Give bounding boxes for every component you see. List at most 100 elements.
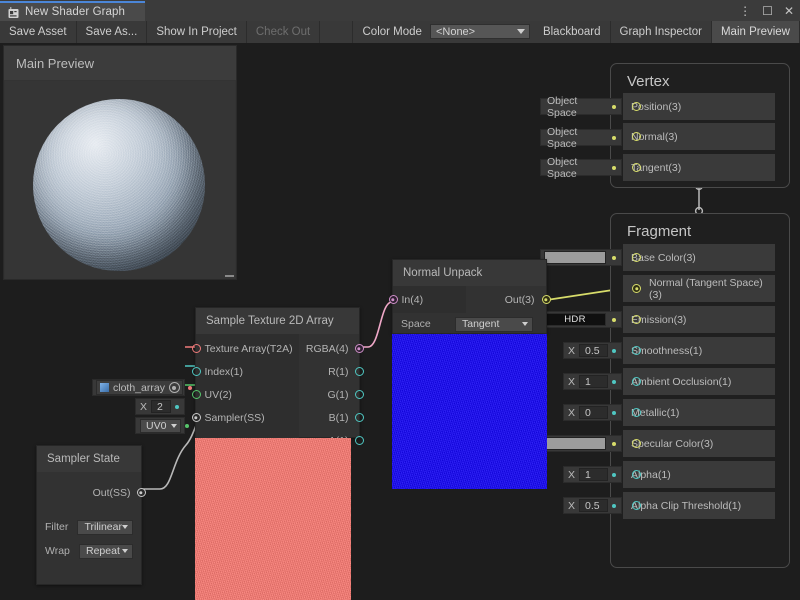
uv-channel-dropdown[interactable]: UV0 xyxy=(140,418,182,433)
normal-unpack-space-dropdown[interactable]: Tangent xyxy=(455,316,533,332)
input-row-uv[interactable]: UV(2) xyxy=(191,383,299,406)
chip-base-color[interactable] xyxy=(540,249,622,266)
graph-inspector-toggle[interactable]: Graph Inspector xyxy=(611,21,712,43)
sampler-wrap-dropdown[interactable]: Repeat xyxy=(79,543,133,559)
input-row-texture-array[interactable]: Texture Array(T2A) xyxy=(191,337,299,360)
vertex-row-tangent[interactable]: Tangent(3) xyxy=(623,154,775,181)
close-icon[interactable]: ✕ xyxy=(783,3,794,18)
main-preview-viewport[interactable] xyxy=(5,81,235,279)
sampler-wrap-row[interactable]: Wrap Repeat xyxy=(37,539,141,563)
chip-texture-array-object[interactable]: cloth_array xyxy=(92,379,192,396)
fragment-row-normal-tangent-space[interactable]: Normal (Tangent Space)(3) xyxy=(623,275,775,302)
sample-texture-preview[interactable] xyxy=(195,438,351,600)
output-row-r[interactable]: R(1) xyxy=(299,360,364,383)
input-row-sampler[interactable]: Sampler(SS) xyxy=(191,406,299,429)
chip-smoothness[interactable]: X 0.5 xyxy=(563,342,622,359)
texture-array-object-field[interactable]: cloth_array xyxy=(96,380,183,395)
output-row-b[interactable]: B(1) xyxy=(299,406,364,429)
ao-value-field[interactable]: 1 xyxy=(579,375,608,388)
graph-canvas[interactable]: Main Preview Vertex Position(3) Normal(3… xyxy=(0,43,800,600)
vertex-row-normal[interactable]: Normal(3) xyxy=(623,123,775,150)
port-vertex-position[interactable] xyxy=(632,102,641,111)
port-metallic[interactable] xyxy=(632,408,641,417)
preview-resize-handle[interactable] xyxy=(225,275,234,277)
kebab-menu-icon[interactable]: ⋮ xyxy=(739,3,752,18)
smoothness-value-field[interactable]: 0.5 xyxy=(579,344,608,357)
port-ambient-occlusion[interactable] xyxy=(632,377,641,386)
chip-alpha[interactable]: X 1 xyxy=(563,466,622,483)
port-r[interactable] xyxy=(354,367,364,376)
port-emission[interactable] xyxy=(632,315,641,324)
chip-uv[interactable]: UV0 xyxy=(135,417,190,434)
output-row-rgba[interactable]: RGBA(4) xyxy=(299,337,364,360)
save-as-button[interactable]: Save As... xyxy=(77,21,148,43)
port-sampler-out[interactable] xyxy=(136,488,146,497)
port-normal-unpack-out[interactable] xyxy=(541,295,551,304)
output-row-sampler-state[interactable]: Out(SS) xyxy=(37,481,146,504)
fragment-row-base-color[interactable]: Base Color(3) xyxy=(623,244,775,271)
index-value-field[interactable]: 2 xyxy=(151,400,171,413)
port-base-color[interactable] xyxy=(632,253,641,262)
normal-unpack-input-row[interactable]: In(4) xyxy=(388,286,466,313)
fragment-row-alpha[interactable]: Alpha(1) xyxy=(623,461,775,488)
maximize-icon[interactable]: ☐ xyxy=(762,3,773,18)
main-preview-panel[interactable]: Main Preview xyxy=(3,45,237,280)
emission-hdr-field[interactable]: HDR xyxy=(544,313,606,326)
chip-specular-color[interactable] xyxy=(540,435,622,452)
chip-index[interactable]: X 2 xyxy=(135,398,185,415)
fragment-row-ambient-occlusion[interactable]: Ambient Occlusion(1) xyxy=(623,368,775,395)
alpha-value-field[interactable]: 1 xyxy=(579,468,608,481)
chip-metallic[interactable]: X 0 xyxy=(563,404,622,421)
port-normal-unpack-in[interactable] xyxy=(388,295,398,304)
specular-color-swatch[interactable] xyxy=(544,437,606,450)
normal-unpack-preview[interactable] xyxy=(392,334,547,489)
fragment-row-metallic[interactable]: Metallic(1) xyxy=(623,399,775,426)
normal-unpack-output-row[interactable]: Out(3) xyxy=(466,286,551,313)
alphaclip-value-field[interactable]: 0.5 xyxy=(579,499,608,512)
fragment-row-alpha-clip-threshold[interactable]: Alpha Clip Threshold(1) xyxy=(623,492,775,519)
port-vertex-normal[interactable] xyxy=(632,132,641,141)
node-sample-texture-2d-array[interactable]: Sample Texture 2D Array Texture Array(T2… xyxy=(191,307,364,458)
fragment-row-emission[interactable]: Emission(3) xyxy=(623,306,775,333)
port-texture-array[interactable] xyxy=(191,344,201,353)
window-tab-new-shader-graph[interactable]: New Shader Graph xyxy=(0,1,145,21)
metallic-value-field[interactable]: 0 xyxy=(579,406,608,419)
port-smoothness[interactable] xyxy=(632,346,641,355)
chip-vertex-normal-space[interactable]: Object Space xyxy=(540,126,622,150)
port-specular-color[interactable] xyxy=(632,439,641,448)
blackboard-toggle[interactable]: Blackboard xyxy=(534,21,611,43)
vertex-row-position[interactable]: Position(3) xyxy=(623,93,775,120)
chip-ambient-occlusion[interactable]: X 1 xyxy=(563,373,622,390)
sampler-filter-row[interactable]: Filter Trilinear xyxy=(37,515,141,539)
output-row-g[interactable]: G(1) xyxy=(299,383,364,406)
fragment-row-smoothness[interactable]: Smoothness(1) xyxy=(623,337,775,364)
port-alpha-clip-threshold[interactable] xyxy=(632,501,641,510)
color-mode-dropdown[interactable]: <None> xyxy=(429,24,530,39)
base-color-swatch[interactable] xyxy=(544,251,606,264)
port-g[interactable] xyxy=(354,390,364,399)
fragment-row-specular-color[interactable]: Specular Color(3) xyxy=(623,430,775,457)
port-b[interactable] xyxy=(354,413,364,422)
chip-alpha-clip-threshold[interactable]: X 0.5 xyxy=(563,497,622,514)
port-normal-tangent-space[interactable] xyxy=(632,284,641,293)
port-sampler[interactable] xyxy=(191,413,201,422)
chip-vertex-position-space[interactable]: Object Space xyxy=(540,95,622,119)
port-index[interactable] xyxy=(191,367,201,376)
shader-graph-icon xyxy=(8,6,19,18)
save-asset-button[interactable]: Save Asset xyxy=(0,21,77,43)
object-picker-icon[interactable] xyxy=(168,382,180,393)
normal-unpack-space-row[interactable]: Space Tangent xyxy=(393,313,546,335)
main-preview-toggle[interactable]: Main Preview xyxy=(711,21,800,43)
show-in-project-button[interactable]: Show In Project xyxy=(147,21,247,43)
port-a[interactable] xyxy=(354,436,364,445)
port-uv[interactable] xyxy=(191,390,201,399)
node-normal-unpack[interactable]: Normal Unpack In(4) Out(3) Space Tangent xyxy=(388,259,551,335)
sampler-filter-dropdown[interactable]: Trilinear xyxy=(77,519,133,535)
port-vertex-tangent[interactable] xyxy=(632,163,641,172)
node-sampler-state[interactable]: Sampler State Out(SS) Filter Trilinear W… xyxy=(36,445,146,585)
port-alpha[interactable] xyxy=(632,470,641,479)
input-row-index[interactable]: Index(1) xyxy=(191,360,299,383)
chip-emission[interactable]: HDR xyxy=(540,311,622,328)
port-rgba[interactable] xyxy=(354,344,364,353)
chip-vertex-tangent-space[interactable]: Object Space xyxy=(540,156,622,180)
